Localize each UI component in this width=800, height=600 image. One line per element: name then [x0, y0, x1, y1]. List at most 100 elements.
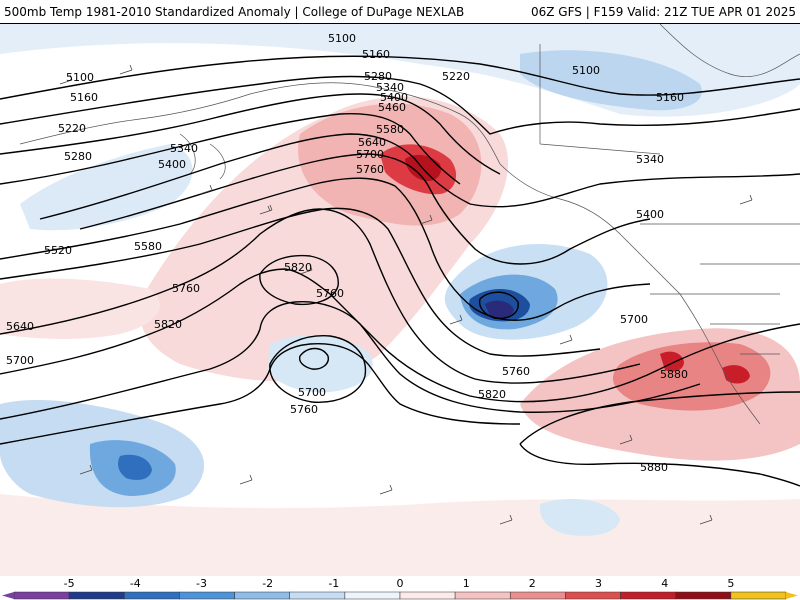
- contour-labels: 5100 5160 5100 5160 5220 5280 5340 5400 …: [6, 32, 688, 474]
- contour-label: 5760: [356, 163, 384, 176]
- height-contours: [0, 55, 800, 487]
- contour-label: 5700: [298, 386, 326, 399]
- legend-tick-label: -2: [262, 577, 273, 590]
- contour-line-5220: [0, 93, 501, 175]
- contour-line-5700b: [269, 335, 367, 403]
- contour-line-5760: [0, 301, 701, 420]
- legend-color-swatch: [344, 591, 401, 600]
- legend-tick-label: 5: [727, 577, 734, 590]
- contour-line-5700: [0, 268, 800, 403]
- cool-anomaly-core: [485, 300, 514, 318]
- contour-label: 5160: [70, 91, 98, 104]
- contour-line-low-center: [478, 291, 519, 320]
- coastline: [640, 223, 800, 355]
- contour-label: 5580: [134, 240, 162, 253]
- coastline: [179, 133, 226, 180]
- contour-label: 5820: [478, 388, 506, 401]
- map-title: 500mb Temp 1981-2010 Standardized Anomal…: [4, 5, 465, 19]
- contour-label: 5340: [636, 153, 664, 166]
- contour-line-5820: [0, 342, 521, 445]
- contour-label: 5160: [362, 48, 390, 61]
- contour-line-5340: [39, 133, 800, 220]
- wind-barb: [299, 264, 313, 275]
- contour-label: 5400: [158, 158, 186, 171]
- legend-color-swatch: [510, 591, 566, 600]
- contour-label: 5580: [376, 123, 404, 136]
- wind-barb: [449, 314, 463, 325]
- contour-label: 5100: [328, 32, 356, 45]
- contour-line-5880: [519, 391, 800, 445]
- contour-label: 5880: [660, 368, 688, 381]
- contour-line-5280: [0, 112, 461, 185]
- contour-label: 5520: [44, 244, 72, 257]
- contour-line-5400: [79, 153, 651, 265]
- coastline: [19, 82, 501, 165]
- contour-label: 5820: [284, 261, 312, 274]
- contour-line-5640: [0, 208, 641, 384]
- contour-label: 5280: [64, 150, 92, 163]
- warm-anomaly-region: [0, 278, 160, 339]
- legend-color-swatch: [730, 591, 787, 600]
- contour-label: 5760: [290, 403, 318, 416]
- contour-label: 5700: [356, 148, 384, 161]
- contour-line-5580: [0, 207, 601, 357]
- legend-color-swatch: [124, 591, 180, 600]
- legend-tick-label: 4: [661, 577, 668, 590]
- contour-label: 5400: [636, 208, 664, 221]
- wind-barb: [499, 514, 513, 525]
- coastlines: [19, 24, 800, 425]
- cool-anomaly-region: [539, 499, 620, 536]
- wind-barb: [119, 64, 133, 75]
- contour-label: 5100: [66, 71, 94, 84]
- legend-color-swatch: [179, 591, 235, 600]
- contour-label: 5340: [170, 142, 198, 155]
- legend-color-swatch: [399, 591, 456, 600]
- wind-barb: [699, 514, 713, 525]
- contour-label: 5160: [656, 91, 684, 104]
- legend-color-swatch: [675, 591, 732, 600]
- legend-tick-label: 3: [595, 577, 602, 590]
- contour-label: 5640: [6, 320, 34, 333]
- contour-label: 5760: [316, 287, 344, 300]
- wind-barbs: [59, 64, 753, 525]
- cool-anomaly-fills: [0, 24, 800, 536]
- anomaly-map: 5100 5160 5100 5160 5220 5280 5340 5400 …: [0, 24, 800, 576]
- contour-label: 5340: [376, 81, 404, 94]
- wind-barb: [239, 474, 253, 485]
- warm-anomaly-core: [722, 365, 750, 384]
- coastline: [659, 24, 800, 78]
- contour-line-5520: [0, 177, 651, 321]
- wind-barb: [379, 484, 393, 495]
- contour-line-5880b: [519, 443, 800, 487]
- title-bar: 500mb Temp 1981-2010 Standardized Anomal…: [0, 0, 800, 24]
- legend-color-swatch: [234, 591, 290, 600]
- legend-color-swatch: [289, 591, 346, 600]
- legend-arrow-left: [2, 592, 14, 599]
- coastline: [539, 44, 661, 155]
- contour-line-5160: [0, 75, 800, 135]
- legend-color-swatch: [565, 591, 621, 600]
- contour-label: 5820: [154, 318, 182, 331]
- contour-label: 5220: [58, 122, 86, 135]
- legend-tick-label: -1: [328, 577, 339, 590]
- legend-color-swatch: [13, 591, 70, 600]
- contour-label: 5880: [640, 461, 668, 474]
- legend-tick-label: -5: [64, 577, 75, 590]
- contour-label: 5220: [442, 70, 470, 83]
- contour-label: 5280: [364, 70, 392, 83]
- wind-barb: [79, 464, 93, 475]
- wind-barb: [559, 334, 573, 345]
- contour-label: 5100: [572, 64, 600, 77]
- model-run-info: 06Z GFS | F159 Valid: 21Z TUE APR 01 202…: [530, 5, 796, 19]
- wind-barb: [739, 194, 753, 205]
- cool-anomaly-region: [20, 144, 193, 231]
- legend-arrow-right: [786, 592, 798, 599]
- legend-tick-label: -4: [130, 577, 141, 590]
- contour-label: 5700: [6, 354, 34, 367]
- color-scale-legend: -5 -4 -3 -2 -1 0 1 2 3 4 5: [0, 576, 800, 600]
- contour-label: 5400: [380, 91, 408, 104]
- contour-label: 5760: [172, 282, 200, 295]
- contour-label: 5460: [378, 101, 406, 114]
- wind-barb: [199, 184, 213, 195]
